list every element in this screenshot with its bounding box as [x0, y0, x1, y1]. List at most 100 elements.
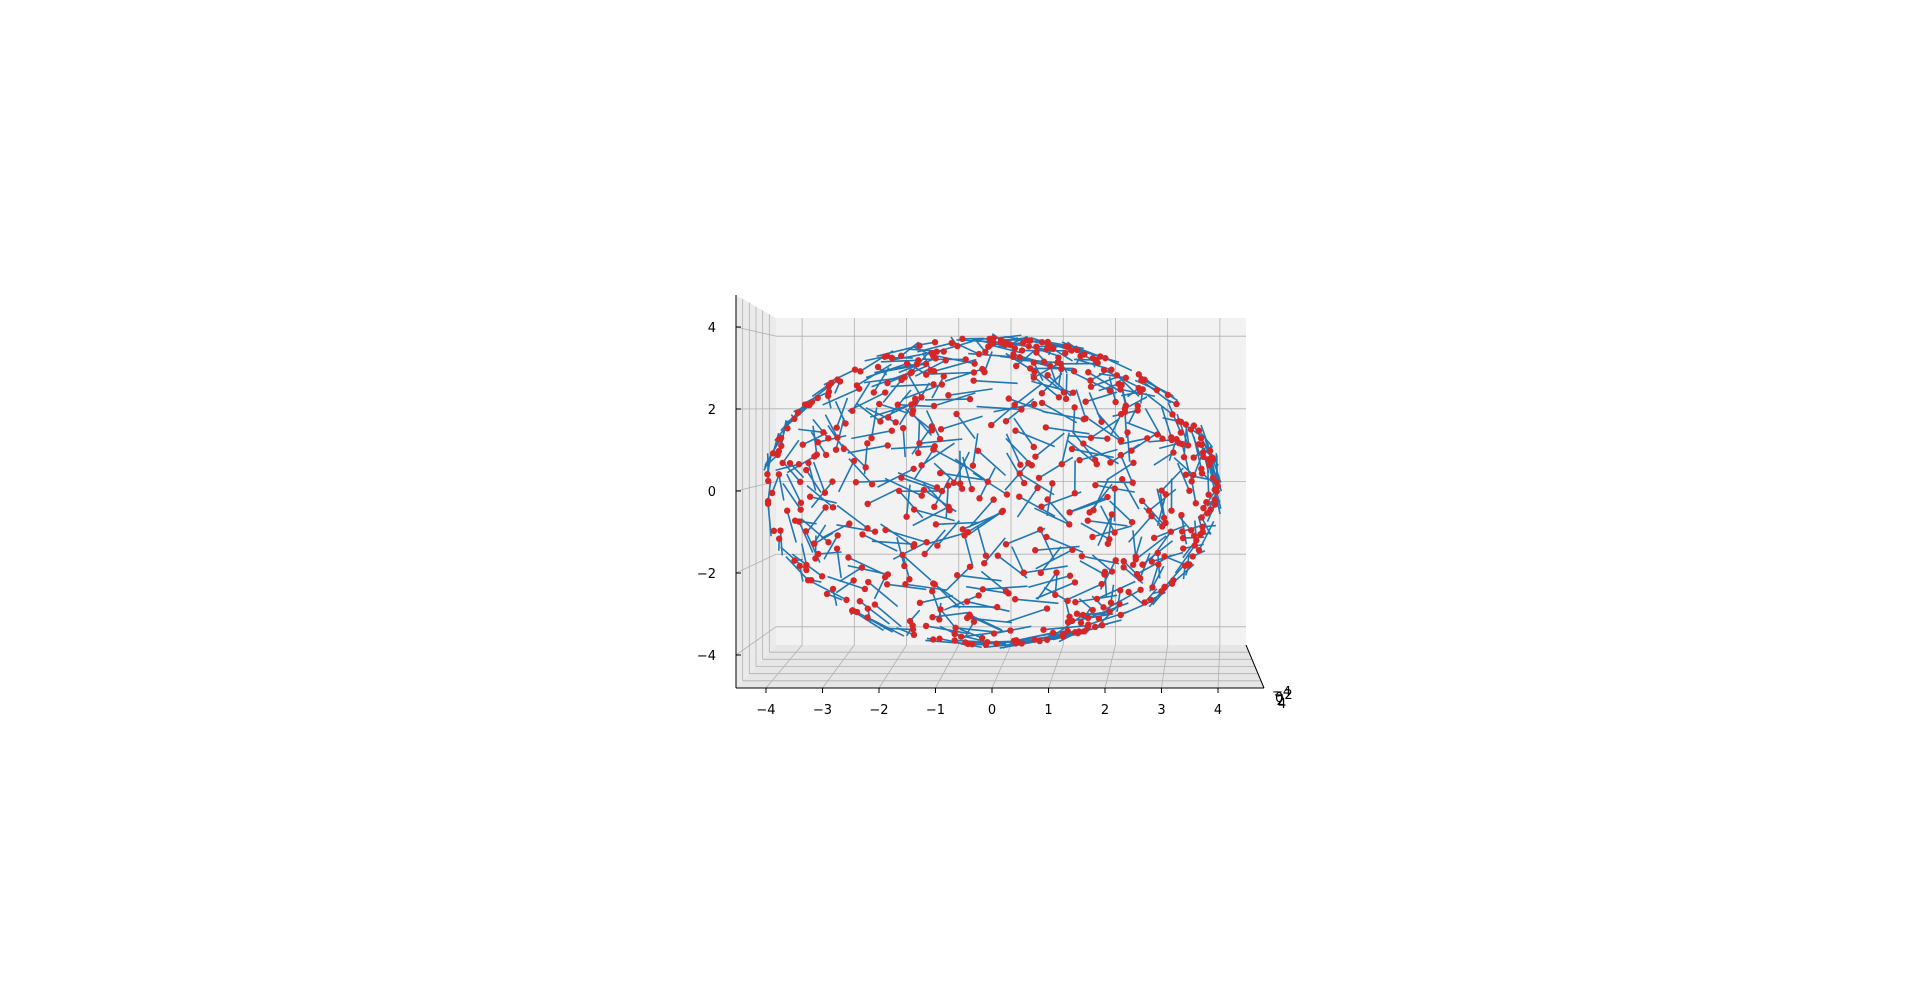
data-point — [943, 357, 949, 363]
data-point — [1082, 398, 1088, 404]
data-point — [869, 481, 875, 487]
data-point — [769, 490, 775, 496]
data-point — [945, 392, 951, 398]
data-point — [1178, 429, 1184, 435]
data-point — [1044, 496, 1050, 502]
data-point — [862, 464, 868, 470]
data-point — [1100, 604, 1106, 610]
data-point — [951, 637, 957, 643]
data-point — [923, 623, 929, 629]
data-point — [1106, 536, 1112, 542]
data-point — [1025, 460, 1031, 466]
data-point — [1074, 347, 1080, 353]
data-point — [777, 527, 783, 533]
data-point — [820, 429, 826, 435]
data-point — [929, 614, 935, 620]
data-point — [981, 560, 987, 566]
data-point — [1072, 599, 1078, 605]
data-point — [1165, 392, 1171, 398]
data-point — [1044, 605, 1050, 611]
data-point — [984, 639, 990, 645]
data-point — [1124, 429, 1130, 435]
data-point — [1114, 372, 1120, 378]
data-point — [865, 605, 871, 611]
data-point — [1018, 406, 1024, 412]
data-point — [807, 494, 813, 500]
data-point — [1092, 457, 1098, 463]
data-point — [937, 606, 943, 612]
data-point — [1050, 630, 1056, 636]
x-tick-label: 2 — [1101, 703, 1109, 718]
data-point — [1078, 620, 1084, 626]
data-point — [1119, 476, 1125, 482]
data-point — [1031, 359, 1037, 365]
data-point — [1186, 488, 1192, 494]
data-point — [1090, 607, 1096, 613]
data-point — [1158, 487, 1164, 493]
vector-segment — [1097, 482, 1132, 483]
data-point — [921, 551, 927, 557]
data-point — [851, 458, 857, 464]
data-point — [791, 557, 797, 563]
data-point — [825, 539, 831, 545]
data-point — [884, 380, 890, 386]
data-point — [917, 600, 923, 606]
data-point — [1033, 349, 1039, 355]
data-point — [1068, 347, 1074, 353]
x-tick-label: −2 — [869, 703, 888, 718]
data-point — [889, 355, 895, 361]
data-point — [1064, 628, 1070, 634]
data-point — [971, 618, 977, 624]
data-point — [961, 532, 967, 538]
data-point — [898, 377, 904, 383]
data-point — [967, 396, 973, 402]
data-point — [1066, 613, 1072, 619]
data-point — [809, 399, 815, 405]
data-point — [967, 613, 973, 619]
data-point — [987, 342, 993, 348]
data-point — [1066, 521, 1072, 527]
data-point — [803, 567, 809, 573]
data-point — [889, 427, 895, 433]
data-point — [1010, 354, 1016, 360]
data-point — [919, 492, 925, 498]
data-point — [971, 369, 977, 375]
data-point — [1070, 389, 1076, 395]
data-point — [1137, 587, 1143, 593]
data-point — [1180, 545, 1186, 551]
data-point — [792, 517, 798, 523]
data-point — [930, 381, 936, 387]
data-point — [1104, 435, 1110, 441]
data-point — [882, 527, 888, 533]
vector-segment — [1066, 374, 1067, 399]
data-point — [1072, 629, 1078, 635]
data-point — [815, 395, 821, 401]
data-point — [1109, 511, 1115, 517]
data-point — [976, 495, 982, 501]
data-point — [875, 364, 881, 370]
data-point — [1190, 454, 1196, 460]
data-point — [1159, 436, 1165, 442]
data-point — [1080, 440, 1086, 446]
data-point — [1141, 599, 1147, 605]
data-point — [1013, 363, 1019, 369]
data-point — [959, 486, 965, 492]
data-point — [1071, 404, 1077, 410]
data-point — [1200, 449, 1206, 455]
data-point — [1204, 510, 1210, 516]
data-point — [776, 536, 782, 542]
data-point — [1141, 377, 1147, 383]
data-point — [1012, 402, 1018, 408]
data-point — [791, 416, 797, 422]
data-point — [900, 425, 906, 431]
data-point — [1170, 449, 1176, 455]
z-tick-label: 2 — [708, 403, 716, 418]
data-point — [1175, 418, 1181, 424]
data-point — [834, 424, 840, 430]
data-point — [1168, 434, 1174, 440]
data-point — [872, 528, 878, 534]
data-point — [784, 425, 790, 431]
data-point — [1059, 461, 1065, 467]
data-point — [1107, 459, 1113, 465]
x-tick-label: −1 — [926, 703, 945, 718]
